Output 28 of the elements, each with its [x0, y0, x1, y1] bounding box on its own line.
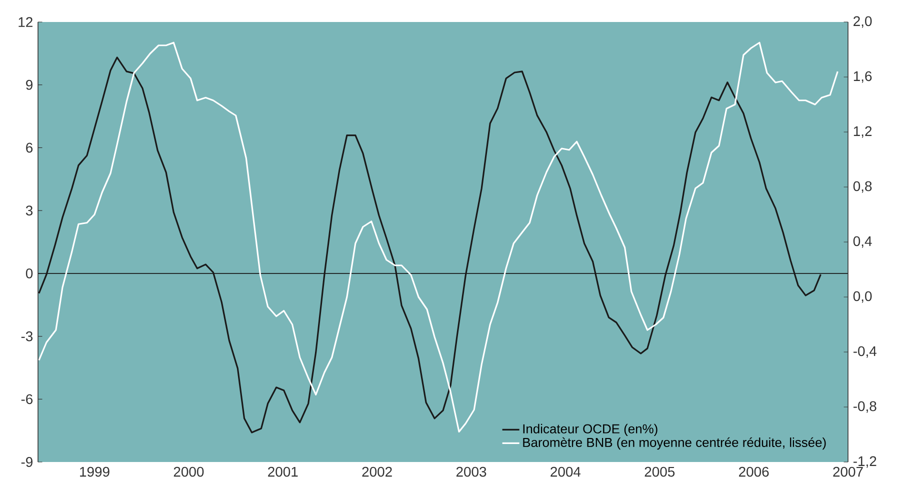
y2-tick-label: -0,8 — [853, 401, 876, 413]
x-tick-label: 2000 — [174, 466, 204, 477]
y-tick-label: 6 — [26, 142, 33, 153]
legend-label: Baromètre BNB (en moyenne centrée réduite, lissée) — [523, 437, 826, 450]
x-tick-label: 2006 — [739, 466, 769, 477]
x-tick-label: 1999 — [80, 466, 110, 477]
x-tick-label: 2002 — [362, 466, 392, 477]
y-tick-label: -3 — [21, 331, 33, 342]
x-tick-label: 2001 — [268, 466, 298, 477]
y2-tick-label: -1,2 — [853, 456, 876, 468]
y-tick-label: 3 — [26, 206, 33, 216]
y2-tick-label: 1,6 — [854, 71, 872, 83]
y2-tick-label: 0,8 — [853, 181, 872, 193]
legend-label: Indicateur OCDE (en%) — [523, 424, 658, 436]
y2-tick-label: 2,0 — [854, 16, 872, 28]
y2-tick-label: 1,2 — [854, 126, 872, 138]
y-tick-label: -9 — [21, 457, 32, 467]
y2-tick-label: 0,4 — [853, 236, 872, 248]
y2-tick-label: -0,4 — [853, 346, 876, 358]
x-tick-label: 2005 — [644, 466, 675, 477]
x-tick-label: 2003 — [456, 466, 486, 477]
x-tick-label: 2007 — [833, 466, 863, 477]
y-tick-label: -6 — [21, 394, 33, 404]
y-tick-label: 0 — [26, 268, 33, 278]
y2-tick-label: 0,0 — [853, 291, 872, 303]
y-tick-label: 9 — [26, 80, 32, 90]
x-tick-label: 2004 — [550, 466, 581, 477]
y-tick-label: 12 — [18, 17, 32, 27]
